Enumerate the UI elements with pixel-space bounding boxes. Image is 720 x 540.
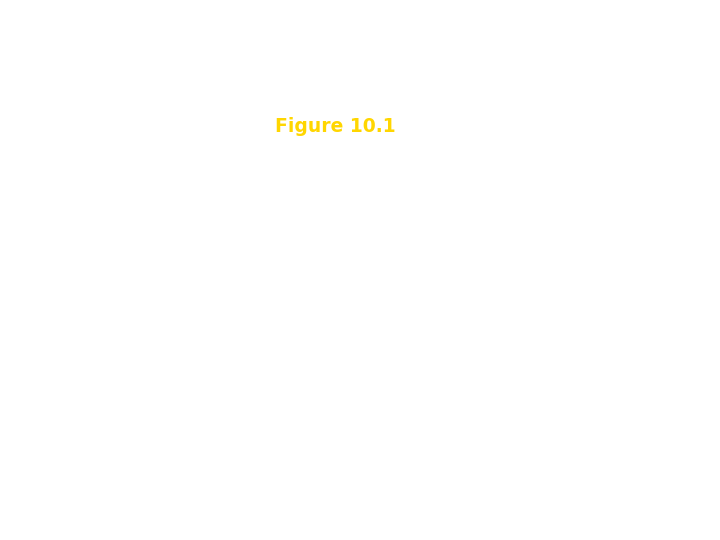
Text: ₂: ₂ [267, 375, 275, 394]
Text: ₂: ₂ [363, 162, 371, 181]
Text: variable) and: variable) and [61, 218, 209, 237]
Text: X: X [523, 403, 539, 422]
Text: ₃: ₃ [539, 403, 546, 422]
Text: •: • [32, 162, 45, 181]
Text: respectively, the variations in: respectively, the variations in [61, 190, 383, 209]
Text: ,: , [335, 162, 348, 181]
Text: In the extreme, if: In the extreme, if [61, 375, 252, 394]
Text: versa), collinearity would be perfect.: versa), collinearity would be perfect. [61, 431, 454, 450]
Text: and: and [538, 322, 590, 341]
Text: X: X [284, 218, 298, 237]
Text: X: X [328, 375, 342, 394]
Text: •: • [32, 375, 45, 394]
Text: •: • [32, 294, 45, 313]
Text: •: • [32, 89, 45, 108]
Text: ₃: ₃ [445, 162, 453, 181]
Text: ₃: ₃ [298, 218, 306, 237]
Text: X: X [348, 162, 363, 181]
Text: were completely inside: were completely inside [265, 403, 523, 422]
Text: and: and [275, 375, 328, 394]
Text: ₃: ₃ [342, 375, 350, 394]
Text: X: X [209, 218, 223, 237]
Text: represent,: represent, [453, 162, 570, 181]
Text: The preceding algebraic approach to multicollinearity: The preceding algebraic approach to mult… [61, 89, 632, 108]
Text: X: X [252, 375, 267, 394]
Text: , or vice: , or vice [546, 403, 631, 422]
Text: can be portrayed in: can be portrayed in [61, 117, 275, 136]
Text: X: X [431, 162, 445, 181]
Text: The degree of collinearity can be measured by the: The degree of collinearity can be measur… [61, 294, 596, 313]
Text: were to overlap: were to overlap [350, 375, 523, 394]
Text: ₂: ₂ [529, 322, 538, 341]
Text: circles.: circles. [61, 350, 137, 369]
Text: (the dependent: (the dependent [397, 190, 568, 209]
Text: (the explanatory variables).: (the explanatory variables). [306, 218, 609, 237]
Text: Y: Y [321, 162, 335, 181]
Text: ₃: ₃ [605, 322, 613, 341]
Text: ₂: ₂ [257, 403, 265, 422]
Text: Figure 10.1: Figure 10.1 [275, 117, 395, 136]
Text: X: X [515, 322, 529, 341]
Text: extent of the overlap (shaded area) of the: extent of the overlap (shaded area) of t… [61, 322, 515, 341]
Text: ).: ). [395, 117, 411, 136]
Text: and: and [231, 218, 284, 237]
Text: Y: Y [383, 190, 397, 209]
Text: completely (or if: completely (or if [61, 403, 243, 422]
Text: X: X [590, 322, 605, 341]
Text: ₂: ₂ [223, 218, 231, 237]
Text: X: X [243, 403, 257, 422]
Text: , and: , and [371, 162, 431, 181]
Text: In this figure the circles: In this figure the circles [61, 162, 321, 181]
